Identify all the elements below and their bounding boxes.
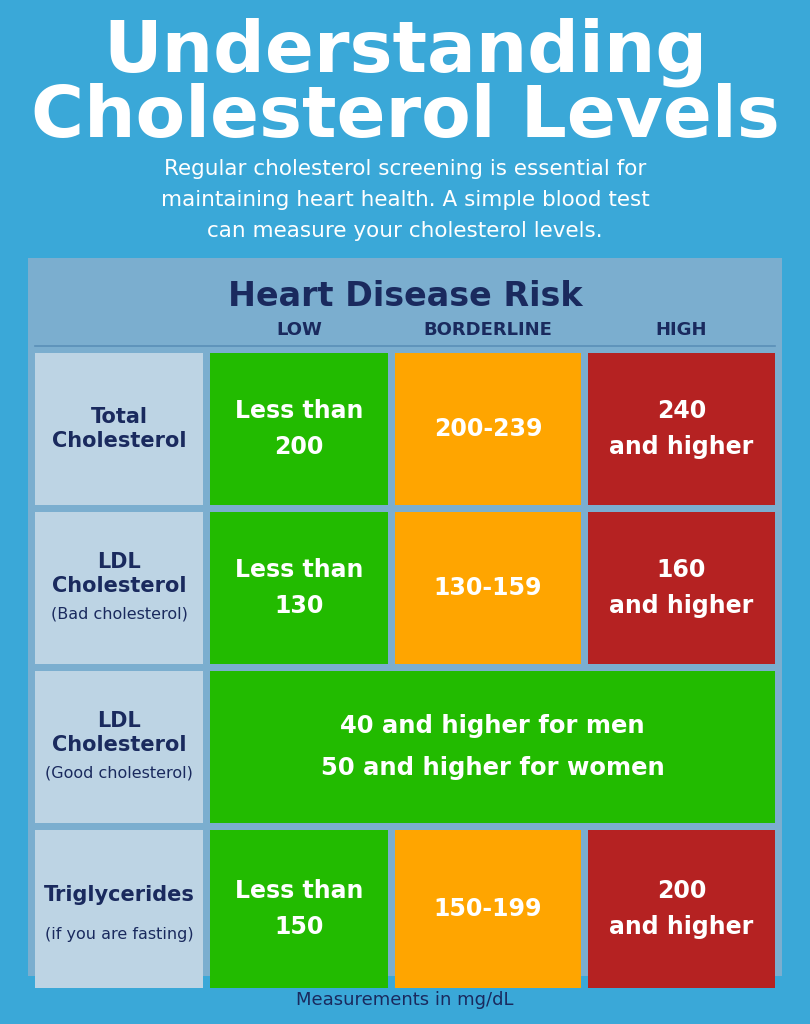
Bar: [588, 512, 775, 664]
Bar: [395, 830, 581, 988]
Bar: [210, 353, 388, 505]
Bar: [35, 830, 203, 988]
Bar: [588, 353, 775, 505]
Bar: [35, 512, 203, 664]
Text: Heart Disease Risk: Heart Disease Risk: [228, 280, 582, 312]
Text: Less than
200: Less than 200: [235, 399, 363, 459]
Text: 160
and higher: 160 and higher: [609, 558, 753, 617]
Text: 200
and higher: 200 and higher: [609, 880, 753, 939]
Bar: [210, 671, 775, 823]
Text: 240
and higher: 240 and higher: [609, 399, 753, 459]
Bar: [210, 830, 388, 988]
Text: (Bad cholesterol): (Bad cholesterol): [50, 606, 187, 622]
Bar: [35, 671, 203, 823]
Text: 40 and higher for men
50 and higher for women: 40 and higher for men 50 and higher for …: [321, 715, 664, 779]
Bar: [28, 258, 782, 976]
Text: 200-239: 200-239: [433, 417, 542, 441]
Text: Measurements in mg/dL: Measurements in mg/dL: [296, 991, 514, 1009]
Text: BORDERLINE: BORDERLINE: [424, 321, 552, 339]
Text: Triglycerides: Triglycerides: [44, 885, 194, 905]
Text: Cholesterol Levels: Cholesterol Levels: [31, 84, 779, 153]
Text: 130-159: 130-159: [433, 575, 542, 600]
Bar: [395, 353, 581, 505]
Bar: [210, 512, 388, 664]
Text: Understanding: Understanding: [103, 17, 707, 87]
Bar: [588, 830, 775, 988]
Bar: [35, 353, 203, 505]
Text: Total
Cholesterol: Total Cholesterol: [52, 407, 186, 452]
Text: Less than
150: Less than 150: [235, 880, 363, 939]
Text: LDL
Cholesterol: LDL Cholesterol: [52, 711, 186, 756]
Text: LDL
Cholesterol: LDL Cholesterol: [52, 552, 186, 596]
Text: Regular cholesterol screening is essential for
maintaining heart health. A simpl: Regular cholesterol screening is essenti…: [160, 159, 650, 242]
Bar: [395, 512, 581, 664]
Text: HIGH: HIGH: [656, 321, 707, 339]
Text: Less than
130: Less than 130: [235, 558, 363, 617]
Text: LOW: LOW: [276, 321, 322, 339]
Text: (Good cholesterol): (Good cholesterol): [45, 766, 193, 780]
Text: (if you are fasting): (if you are fasting): [45, 928, 194, 942]
Text: 150-199: 150-199: [433, 897, 542, 921]
